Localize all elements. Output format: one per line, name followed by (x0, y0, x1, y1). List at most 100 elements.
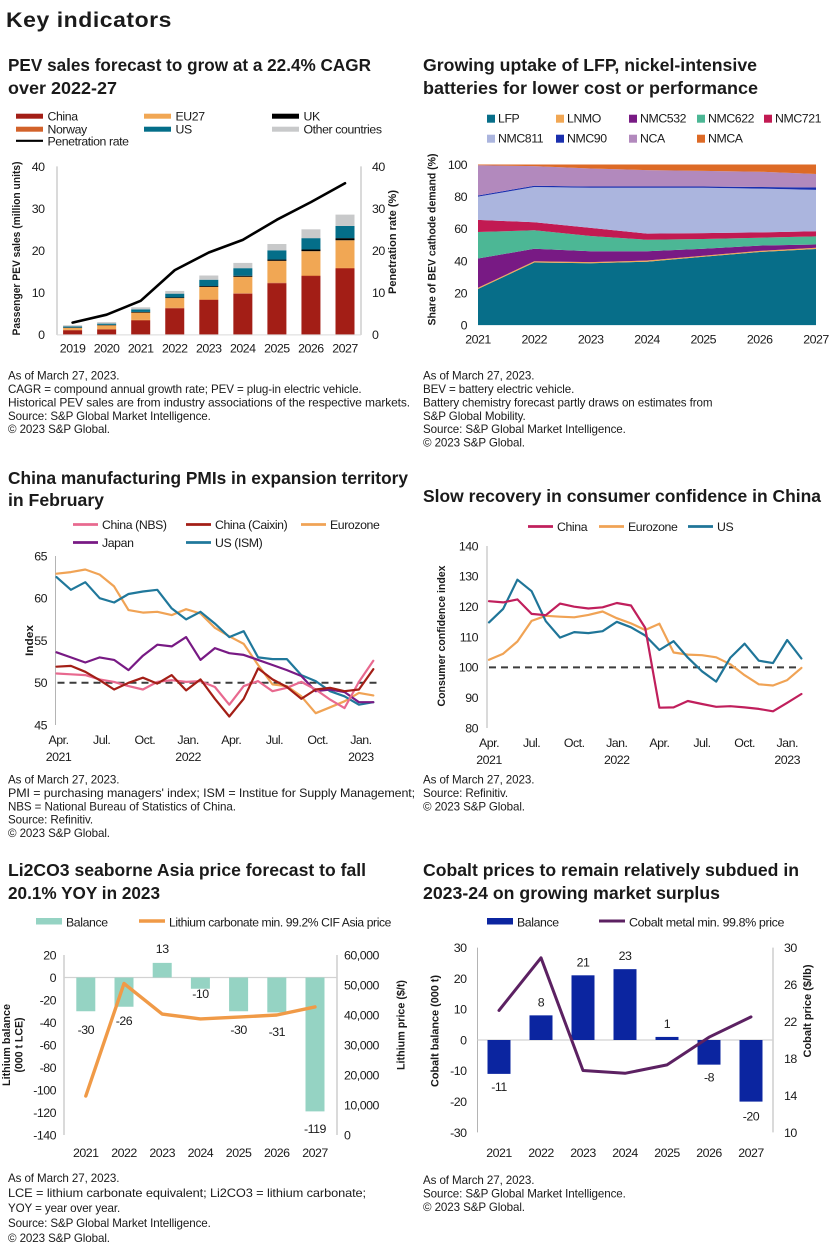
svg-text:20,000: 20,000 (344, 1068, 380, 1082)
svg-text:2024: 2024 (612, 1146, 638, 1160)
svg-text:14: 14 (784, 1089, 797, 1103)
svg-text:40: 40 (32, 160, 45, 174)
svg-text:20: 20 (454, 972, 467, 986)
svg-text:-10: -10 (450, 1064, 467, 1078)
svg-text:Other countries: Other countries (304, 123, 382, 137)
svg-text:Balance: Balance (66, 915, 108, 929)
svg-text:2022: 2022 (528, 1146, 554, 1160)
svg-text:-11: -11 (491, 1080, 507, 1094)
svg-text:Japan: Japan (102, 536, 134, 550)
svg-text:Jan.: Jan. (606, 736, 627, 750)
svg-text:Jan.: Jan. (177, 733, 198, 747)
svg-text:20: 20 (454, 286, 467, 300)
svg-text:-20: -20 (450, 1095, 467, 1109)
svg-text:2024: 2024 (230, 342, 256, 356)
svg-text:20.1% YOY in 2023: 20.1% YOY in 2023 (8, 883, 160, 903)
svg-text:Lithium balance: Lithium balance (1, 1004, 13, 1086)
svg-text:30: 30 (372, 202, 385, 216)
svg-text:Cobalt metal min. 99.8% price: Cobalt metal min. 99.8% price (629, 915, 785, 929)
svg-text:Eurozone: Eurozone (628, 520, 678, 534)
svg-text:-31: -31 (269, 1025, 286, 1039)
svg-text:NMC811: NMC811 (498, 132, 544, 146)
svg-text:60,000: 60,000 (344, 948, 380, 962)
svg-text:Oct.: Oct. (135, 733, 156, 747)
svg-text:Apr.: Apr. (221, 733, 241, 747)
svg-text:2021: 2021 (46, 750, 72, 764)
svg-text:18: 18 (784, 1052, 797, 1066)
svg-text:0: 0 (50, 971, 57, 985)
svg-text:2023: 2023 (578, 333, 604, 347)
svg-text:Source: S&P Global Market Inte: Source: S&P Global Market Intelligence. (8, 1217, 211, 1230)
svg-text:(000 t LCE): (000 t LCE) (14, 1017, 26, 1072)
svg-text:NCA: NCA (640, 132, 666, 146)
svg-text:US (ISM): US (ISM) (215, 536, 263, 550)
svg-text:-140: -140 (33, 1128, 56, 1142)
svg-text:45: 45 (34, 718, 47, 732)
svg-text:Lithium carbonate min. 99.2% C: Lithium carbonate min. 99.2% CIF Asia pr… (169, 915, 392, 929)
svg-text:2022: 2022 (604, 753, 630, 767)
svg-text:As of March 27, 2023.: As of March 27, 2023. (8, 774, 119, 787)
svg-text:Oct.: Oct. (307, 733, 328, 747)
svg-text:Jan.: Jan. (350, 733, 371, 747)
svg-text:Source: S&P Global Market Inte: Source: S&P Global Market Intelligence. (423, 1187, 626, 1200)
svg-text:PEV sales forecast to grow at: PEV sales forecast to grow at a 22.4% CA… (8, 55, 371, 75)
svg-text:-60: -60 (40, 1038, 57, 1052)
svg-text:2025: 2025 (691, 333, 717, 347)
svg-text:China (NBS): China (NBS) (102, 518, 167, 532)
svg-text:Jan.: Jan. (776, 736, 797, 750)
svg-text:Lithium price ($/t): Lithium price ($/t) (396, 980, 408, 1070)
svg-text:21: 21 (577, 955, 590, 969)
svg-text:-30: -30 (230, 1023, 247, 1037)
svg-text:2021: 2021 (73, 1146, 99, 1160)
svg-text:2026: 2026 (696, 1146, 722, 1160)
svg-text:0: 0 (344, 1128, 351, 1142)
svg-text:China (Caixin): China (Caixin) (215, 518, 288, 532)
svg-text:China manufacturing PMIs in ex: China manufacturing PMIs in expansion te… (8, 468, 408, 488)
svg-text:Source: S&P Global Market Inte: Source: S&P Global Market Intelligence. (423, 423, 626, 436)
svg-text:batteries for lower cost or pe: batteries for lower cost or performance (423, 78, 758, 98)
svg-text:0: 0 (460, 1033, 467, 1047)
svg-text:2021: 2021 (128, 342, 154, 356)
svg-text:© 2023 S&P Global.: © 2023 S&P Global. (8, 423, 110, 436)
svg-text:UK: UK (304, 110, 321, 124)
svg-text:-120: -120 (33, 1106, 56, 1120)
svg-text:© 2023 S&P Global.: © 2023 S&P Global. (423, 800, 525, 813)
svg-text:-26: -26 (116, 1014, 133, 1028)
svg-text:2022: 2022 (162, 342, 188, 356)
svg-text:over 2022-27: over 2022-27 (8, 78, 117, 98)
svg-text:-30: -30 (78, 1023, 95, 1037)
svg-text:Key indicators: Key indicators (6, 9, 172, 32)
svg-text:Source: Refinitiv.: Source: Refinitiv. (8, 814, 93, 827)
svg-text:Jul.: Jul. (93, 733, 110, 747)
svg-text:0: 0 (461, 319, 468, 333)
svg-text:100: 100 (459, 661, 479, 675)
svg-text:23: 23 (619, 949, 632, 963)
svg-text:Index: Index (24, 624, 36, 656)
svg-text:NBS = National Bureau of Stati: NBS = National Bureau of Statistics of C… (8, 800, 236, 813)
svg-text:2025: 2025 (226, 1146, 252, 1160)
svg-text:-100: -100 (33, 1083, 56, 1097)
svg-text:As of March 27, 2023.: As of March 27, 2023. (423, 370, 534, 383)
svg-text:Passenger PEV sales (million u: Passenger PEV sales (million units) (11, 161, 23, 335)
svg-text:Apr.: Apr. (48, 733, 68, 747)
svg-text:Eurozone: Eurozone (330, 518, 380, 532)
svg-text:2021: 2021 (486, 1146, 512, 1160)
svg-text:2023: 2023 (196, 342, 222, 356)
svg-text:US: US (176, 123, 192, 137)
svg-text:Oct.: Oct. (564, 736, 585, 750)
svg-text:YOY = year over year.: YOY = year over year. (8, 1202, 120, 1215)
svg-text:2023: 2023 (149, 1146, 175, 1160)
svg-text:LFP: LFP (498, 112, 520, 126)
svg-text:30: 30 (454, 941, 467, 955)
svg-text:As of March 27, 2023.: As of March 27, 2023. (8, 370, 119, 383)
svg-text:Share of BEV cathode demand (%: Share of BEV cathode demand (%) (427, 153, 439, 325)
svg-text:-40: -40 (40, 1016, 57, 1030)
svg-text:1: 1 (664, 1017, 671, 1031)
svg-text:22: 22 (784, 1015, 797, 1029)
svg-text:PMI = purchasing managers' ind: PMI = purchasing managers' index; ISM = … (8, 787, 415, 800)
svg-text:2026: 2026 (264, 1146, 290, 1160)
svg-text:Penetration rate: Penetration rate (48, 134, 130, 148)
svg-text:8: 8 (538, 995, 545, 1009)
svg-text:2027: 2027 (803, 333, 829, 347)
svg-text:0: 0 (38, 328, 45, 342)
